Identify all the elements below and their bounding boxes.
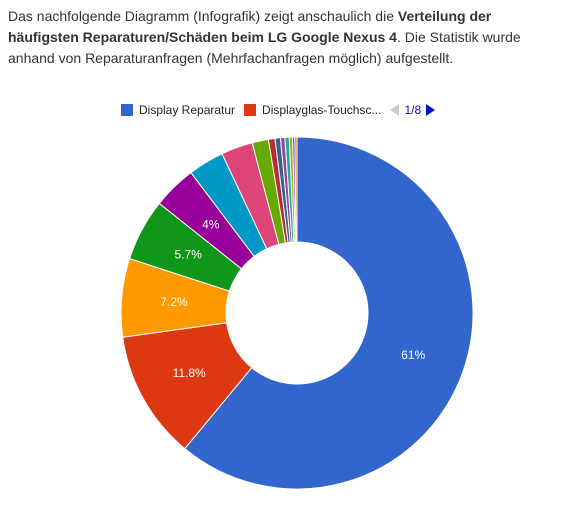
prev-page-icon[interactable]: [390, 104, 400, 116]
slice-label-0: 61%: [401, 348, 425, 362]
legend-item-display-reparatur[interactable]: Display Reparatur: [121, 103, 235, 117]
donut-slice-0[interactable]: [184, 136, 474, 490]
legend-swatch: [244, 104, 257, 116]
legend-item-displayglas[interactable]: Displayglas-Touchsc...: [244, 103, 381, 117]
intro-part1: Das nachfolgende Diagramm (Infografik) z…: [8, 8, 398, 24]
chart-legend: Display Reparatur Displayglas-Touchsc...…: [121, 102, 436, 118]
intro-part2: . Die Statistik wurde anhand von Reparat…: [8, 29, 521, 66]
pager-text: 1/8: [404, 103, 422, 117]
intro-text: Das nachfolgende Diagramm (Infografik) z…: [8, 6, 553, 69]
legend-swatch: [121, 104, 133, 116]
slice-label-2: 7.2%: [160, 295, 188, 309]
slice-label-1: 11.8%: [173, 366, 206, 380]
donut-slice-14[interactable]: [294, 136, 298, 243]
slice-label-3: 5.7%: [175, 248, 203, 262]
legend-label: Displayglas-Touchsc...: [262, 103, 382, 117]
intro-bold: Verteilung der häufigsten Reparaturen/Sc…: [8, 8, 492, 45]
legend-label: Display Reparatur: [139, 103, 236, 117]
slice-label-4: 4%: [202, 218, 220, 232]
legend-pager: 1/8: [390, 103, 436, 117]
next-page-icon[interactable]: [426, 104, 436, 116]
